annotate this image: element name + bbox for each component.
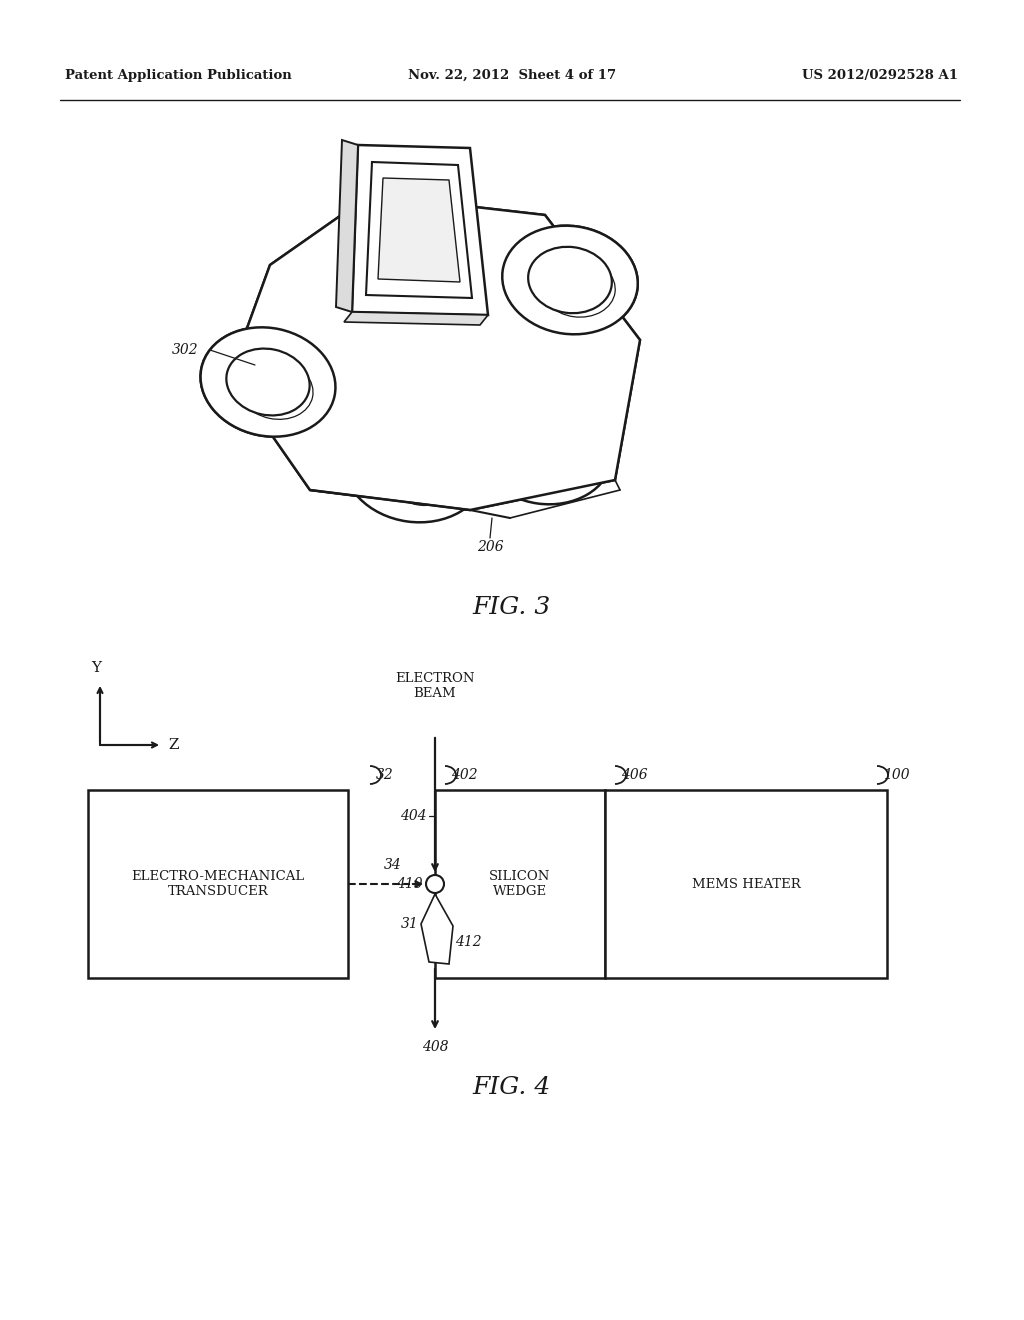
Text: Z: Z <box>168 738 178 752</box>
Polygon shape <box>366 162 472 298</box>
Ellipse shape <box>502 226 638 334</box>
Polygon shape <box>344 312 488 325</box>
Text: Nov. 22, 2012  Sheet 4 of 17: Nov. 22, 2012 Sheet 4 of 17 <box>408 69 616 82</box>
Polygon shape <box>230 195 640 510</box>
Bar <box>435 789 605 978</box>
Text: ELECTRON
BEAM: ELECTRON BEAM <box>395 672 475 700</box>
Text: Y: Y <box>91 661 101 675</box>
Bar <box>605 789 887 978</box>
Text: SILICON
WEDGE: SILICON WEDGE <box>489 870 551 898</box>
Ellipse shape <box>201 327 336 437</box>
Ellipse shape <box>502 226 638 334</box>
Text: 410: 410 <box>396 876 423 891</box>
Text: ELECTRO-MECHANICAL
TRANSDUCER: ELECTRO-MECHANICAL TRANSDUCER <box>131 870 304 898</box>
Text: FIG. 4: FIG. 4 <box>473 1076 551 1098</box>
Circle shape <box>426 875 444 894</box>
Polygon shape <box>352 145 488 315</box>
Text: 408: 408 <box>422 1040 449 1053</box>
Text: 412: 412 <box>455 935 481 949</box>
Polygon shape <box>378 178 460 282</box>
Ellipse shape <box>226 348 309 416</box>
Polygon shape <box>421 894 453 964</box>
Ellipse shape <box>528 247 612 313</box>
Text: US 2012/0292528 A1: US 2012/0292528 A1 <box>802 69 958 82</box>
Ellipse shape <box>477 396 612 504</box>
Text: MEMS HEATER: MEMS HEATER <box>691 878 801 891</box>
Text: 404: 404 <box>400 809 427 822</box>
Bar <box>88 789 348 978</box>
Text: 32: 32 <box>376 768 394 781</box>
Text: 34: 34 <box>384 858 401 873</box>
Text: 206: 206 <box>477 540 504 554</box>
Polygon shape <box>230 195 640 510</box>
Ellipse shape <box>343 408 486 523</box>
Text: 406: 406 <box>621 768 647 781</box>
Ellipse shape <box>503 417 587 483</box>
Text: 100: 100 <box>883 768 909 781</box>
Ellipse shape <box>528 247 612 313</box>
Text: FIG. 3: FIG. 3 <box>473 597 551 619</box>
Text: 31: 31 <box>401 917 419 931</box>
Ellipse shape <box>201 327 336 437</box>
Text: 302: 302 <box>171 343 198 356</box>
Text: Patent Application Publication: Patent Application Publication <box>65 69 292 82</box>
Ellipse shape <box>226 348 309 416</box>
Polygon shape <box>336 140 358 312</box>
Text: 402: 402 <box>451 768 477 781</box>
Ellipse shape <box>370 429 461 502</box>
